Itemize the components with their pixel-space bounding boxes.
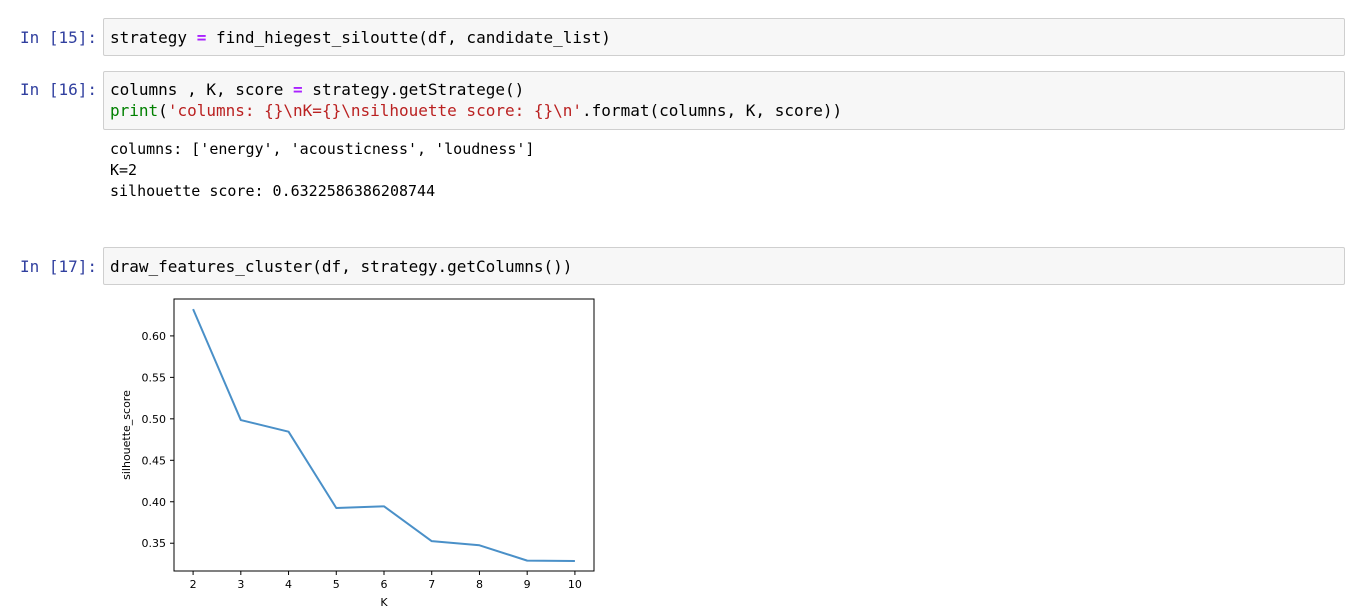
code-text: find_hiegest_siloutte(df, candidate_list…	[206, 28, 611, 47]
output-line: silhouette score: 0.6322586386208744	[110, 181, 435, 202]
y-tick-label: 0.40	[142, 496, 167, 509]
code-text: .format(columns, K, score))	[582, 101, 842, 120]
code-text: columns , K, score	[110, 80, 293, 99]
code-input-area[interactable]: strategy = find_hiegest_siloutte(df, can…	[103, 18, 1345, 56]
x-tick-label: 7	[428, 578, 435, 591]
x-tick-label: 6	[381, 578, 388, 591]
code-line: draw_features_cluster(df, strategy.getCo…	[110, 256, 572, 277]
x-tick-label: 8	[476, 578, 483, 591]
string-literal: 'columns: {}\nK={}\nsilhouette score: {}…	[168, 101, 582, 120]
x-tick-label: 5	[333, 578, 340, 591]
y-tick-label: 0.45	[142, 454, 167, 467]
code-input-area[interactable]: draw_features_cluster(df, strategy.getCo…	[103, 247, 1345, 285]
code-line: strategy = find_hiegest_siloutte(df, can…	[110, 27, 611, 48]
y-tick-label: 0.50	[142, 413, 167, 426]
code-text: (	[158, 101, 168, 120]
y-tick-label: 0.60	[142, 330, 167, 343]
x-axis-label: K	[380, 596, 388, 609]
assign-operator: =	[197, 28, 207, 47]
output-line: K=2	[110, 160, 137, 181]
code-text: strategy	[110, 28, 197, 47]
silhouette-chart: 2 3 4 5 6 7 8 9 10 0.35 0.40 0.45 0.50 0.55 0.60 K si…	[100, 290, 620, 610]
notebook-cell-16[interactable]: In [16]: columns , K, score = strategy.g…	[0, 60, 1363, 220]
code-input-area[interactable]: columns , K, score = strategy.getStrateg…	[103, 71, 1345, 130]
code-text: strategy.getStratege()	[303, 80, 525, 99]
x-tick-label: 3	[237, 578, 244, 591]
cell-prompt: In [15]:	[20, 27, 97, 48]
x-tick-label: 4	[285, 578, 292, 591]
code-line: print('columns: {}\nK={}\nsilhouette sco…	[110, 100, 842, 121]
code-line: columns , K, score = strategy.getStrateg…	[110, 79, 524, 100]
plot-frame	[174, 299, 594, 571]
y-tick-label: 0.55	[142, 371, 167, 384]
y-tick-label: 0.35	[142, 537, 167, 550]
builtin-print: print	[110, 101, 158, 120]
notebook-cell-15[interactable]: In [15]: strategy = find_hiegest_siloutt…	[0, 0, 1363, 60]
x-tick-label: 9	[524, 578, 531, 591]
y-axis-label: silhouette_score	[120, 390, 133, 480]
x-tick-label: 10	[568, 578, 582, 591]
x-tick-label: 2	[190, 578, 197, 591]
assign-operator: =	[293, 80, 303, 99]
cell-prompt: In [16]:	[20, 79, 97, 100]
output-line: columns: ['energy', 'acousticness', 'lou…	[110, 139, 534, 160]
cell-prompt: In [17]:	[20, 256, 97, 277]
